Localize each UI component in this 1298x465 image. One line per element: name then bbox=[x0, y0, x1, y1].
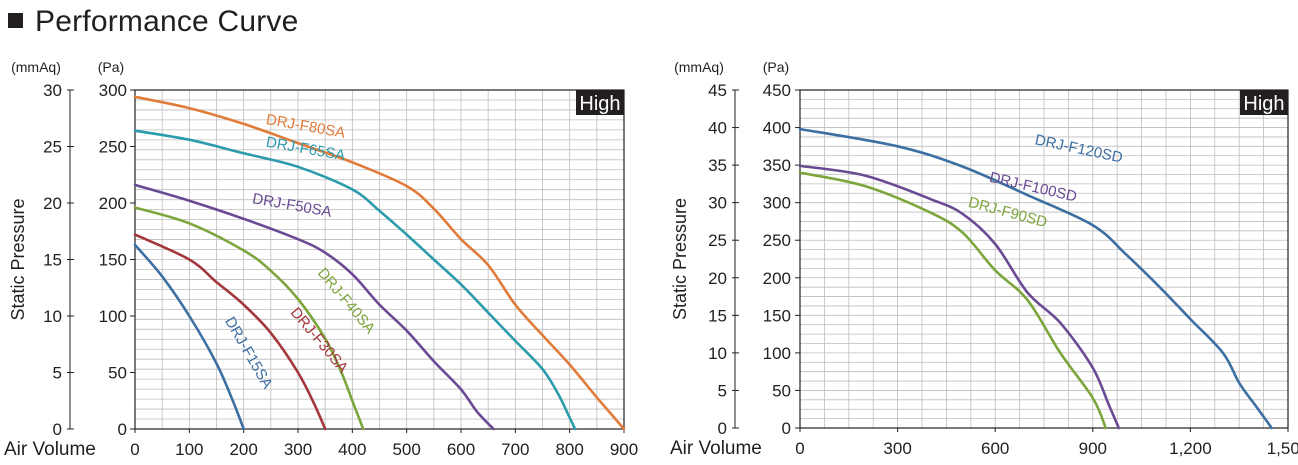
series-line-drj-f30sa bbox=[133, 233, 327, 431]
y-right-unit: (Pa) bbox=[98, 59, 124, 75]
y-tick-label-pa: 100 bbox=[99, 307, 127, 326]
y-tick-label-pa: 300 bbox=[763, 194, 791, 213]
y-tick-label-mmaq: 15 bbox=[708, 306, 727, 325]
y-left-unit: (mmAq) bbox=[11, 59, 61, 75]
y-tick-label-pa: 400 bbox=[763, 119, 791, 138]
series-line-drj-f15sa bbox=[133, 243, 245, 431]
y-tick-label-mmaq: 5 bbox=[53, 364, 62, 383]
y-tick-label-pa: 250 bbox=[763, 231, 791, 250]
high-badge-label: High bbox=[1243, 93, 1284, 115]
x-tick-label: 1,200 bbox=[1169, 439, 1212, 458]
y-right-unit: (Pa) bbox=[763, 59, 789, 75]
x-tick-label: 600 bbox=[981, 439, 1009, 458]
y-tick-label-pa: 450 bbox=[763, 81, 791, 100]
y-tick-label-pa: 50 bbox=[772, 381, 791, 400]
y-tick-label-pa: 250 bbox=[99, 138, 127, 157]
page-title: Performance Curve bbox=[8, 2, 299, 42]
high-badge bbox=[576, 90, 624, 115]
x-tick-label: 400 bbox=[338, 440, 366, 459]
y-tick-label-mmaq: 0 bbox=[53, 420, 62, 439]
y-tick-label-mmaq: 25 bbox=[43, 138, 62, 157]
plot-frame bbox=[799, 89, 1289, 429]
y-tick-label-pa: 200 bbox=[763, 269, 791, 288]
x-tick-label: 200 bbox=[229, 440, 257, 459]
series-line-drj-f100sd bbox=[798, 164, 1121, 430]
series-line-drj-f80sa bbox=[133, 95, 626, 431]
y-tick-label-mmaq: 45 bbox=[708, 81, 727, 100]
y-tick-label-mmaq: 35 bbox=[708, 156, 727, 175]
series-line-drj-f50sa bbox=[133, 183, 495, 431]
x-tick-label: 0 bbox=[795, 439, 804, 458]
y-tick-label-pa: 300 bbox=[99, 81, 127, 100]
y-tick-label-mmaq: 0 bbox=[718, 419, 727, 438]
series-line-drj-f40sa bbox=[133, 206, 365, 431]
x-tick-label: 700 bbox=[501, 440, 529, 459]
x-tick-label: 0 bbox=[130, 440, 139, 459]
y-tick-label-mmaq: 10 bbox=[43, 307, 62, 326]
y-tick-label-mmaq: 10 bbox=[708, 344, 727, 363]
high-badge bbox=[1240, 90, 1288, 115]
y-tick-label-pa: 50 bbox=[108, 364, 127, 383]
y-tick-label-mmaq: 30 bbox=[708, 194, 727, 213]
x-tick-label: 100 bbox=[175, 440, 203, 459]
y-tick-label-pa: 150 bbox=[763, 306, 791, 325]
x-tick-label: 300 bbox=[883, 439, 911, 458]
x-tick-label: 500 bbox=[392, 440, 420, 459]
y-tick-label-pa: 0 bbox=[782, 419, 791, 438]
y-tick-label-mmaq: 40 bbox=[708, 119, 727, 138]
y-axis-title: Static Pressure bbox=[670, 198, 690, 320]
x-tick-label: 300 bbox=[284, 440, 312, 459]
series-line-drj-f65sa bbox=[133, 129, 577, 431]
page-title-text: Performance Curve bbox=[35, 5, 299, 38]
y-left-unit: (mmAq) bbox=[674, 59, 724, 75]
x-axis-title: Air Volume bbox=[670, 438, 762, 459]
y-axis-title: Static Pressure bbox=[8, 198, 28, 320]
y-tick-label-mmaq: 20 bbox=[43, 194, 62, 213]
x-axis-title: Air Volume bbox=[4, 439, 96, 460]
x-tick-label: 900 bbox=[610, 440, 638, 459]
series-line-drj-f90sd bbox=[798, 171, 1108, 430]
x-tick-label: 800 bbox=[555, 440, 583, 459]
y-tick-label-mmaq: 25 bbox=[708, 231, 727, 250]
y-tick-label-pa: 0 bbox=[118, 420, 127, 439]
x-tick-label: 1,500 bbox=[1267, 439, 1298, 458]
high-badge-label: High bbox=[579, 93, 620, 115]
y-tick-label-pa: 150 bbox=[99, 251, 127, 270]
x-tick-label: 900 bbox=[1079, 439, 1107, 458]
x-tick-label: 600 bbox=[447, 440, 475, 459]
y-tick-label-pa: 200 bbox=[99, 194, 127, 213]
y-tick-label-mmaq: 20 bbox=[708, 269, 727, 288]
y-tick-label-mmaq: 15 bbox=[43, 251, 62, 270]
y-tick-label-pa: 350 bbox=[763, 156, 791, 175]
y-tick-label-mmaq: 5 bbox=[718, 381, 727, 400]
y-tick-label-pa: 100 bbox=[763, 344, 791, 363]
series-line-drj-f120sd bbox=[798, 127, 1273, 430]
y-tick-label-mmaq: 30 bbox=[43, 81, 62, 100]
square-bullet-icon bbox=[8, 13, 23, 28]
